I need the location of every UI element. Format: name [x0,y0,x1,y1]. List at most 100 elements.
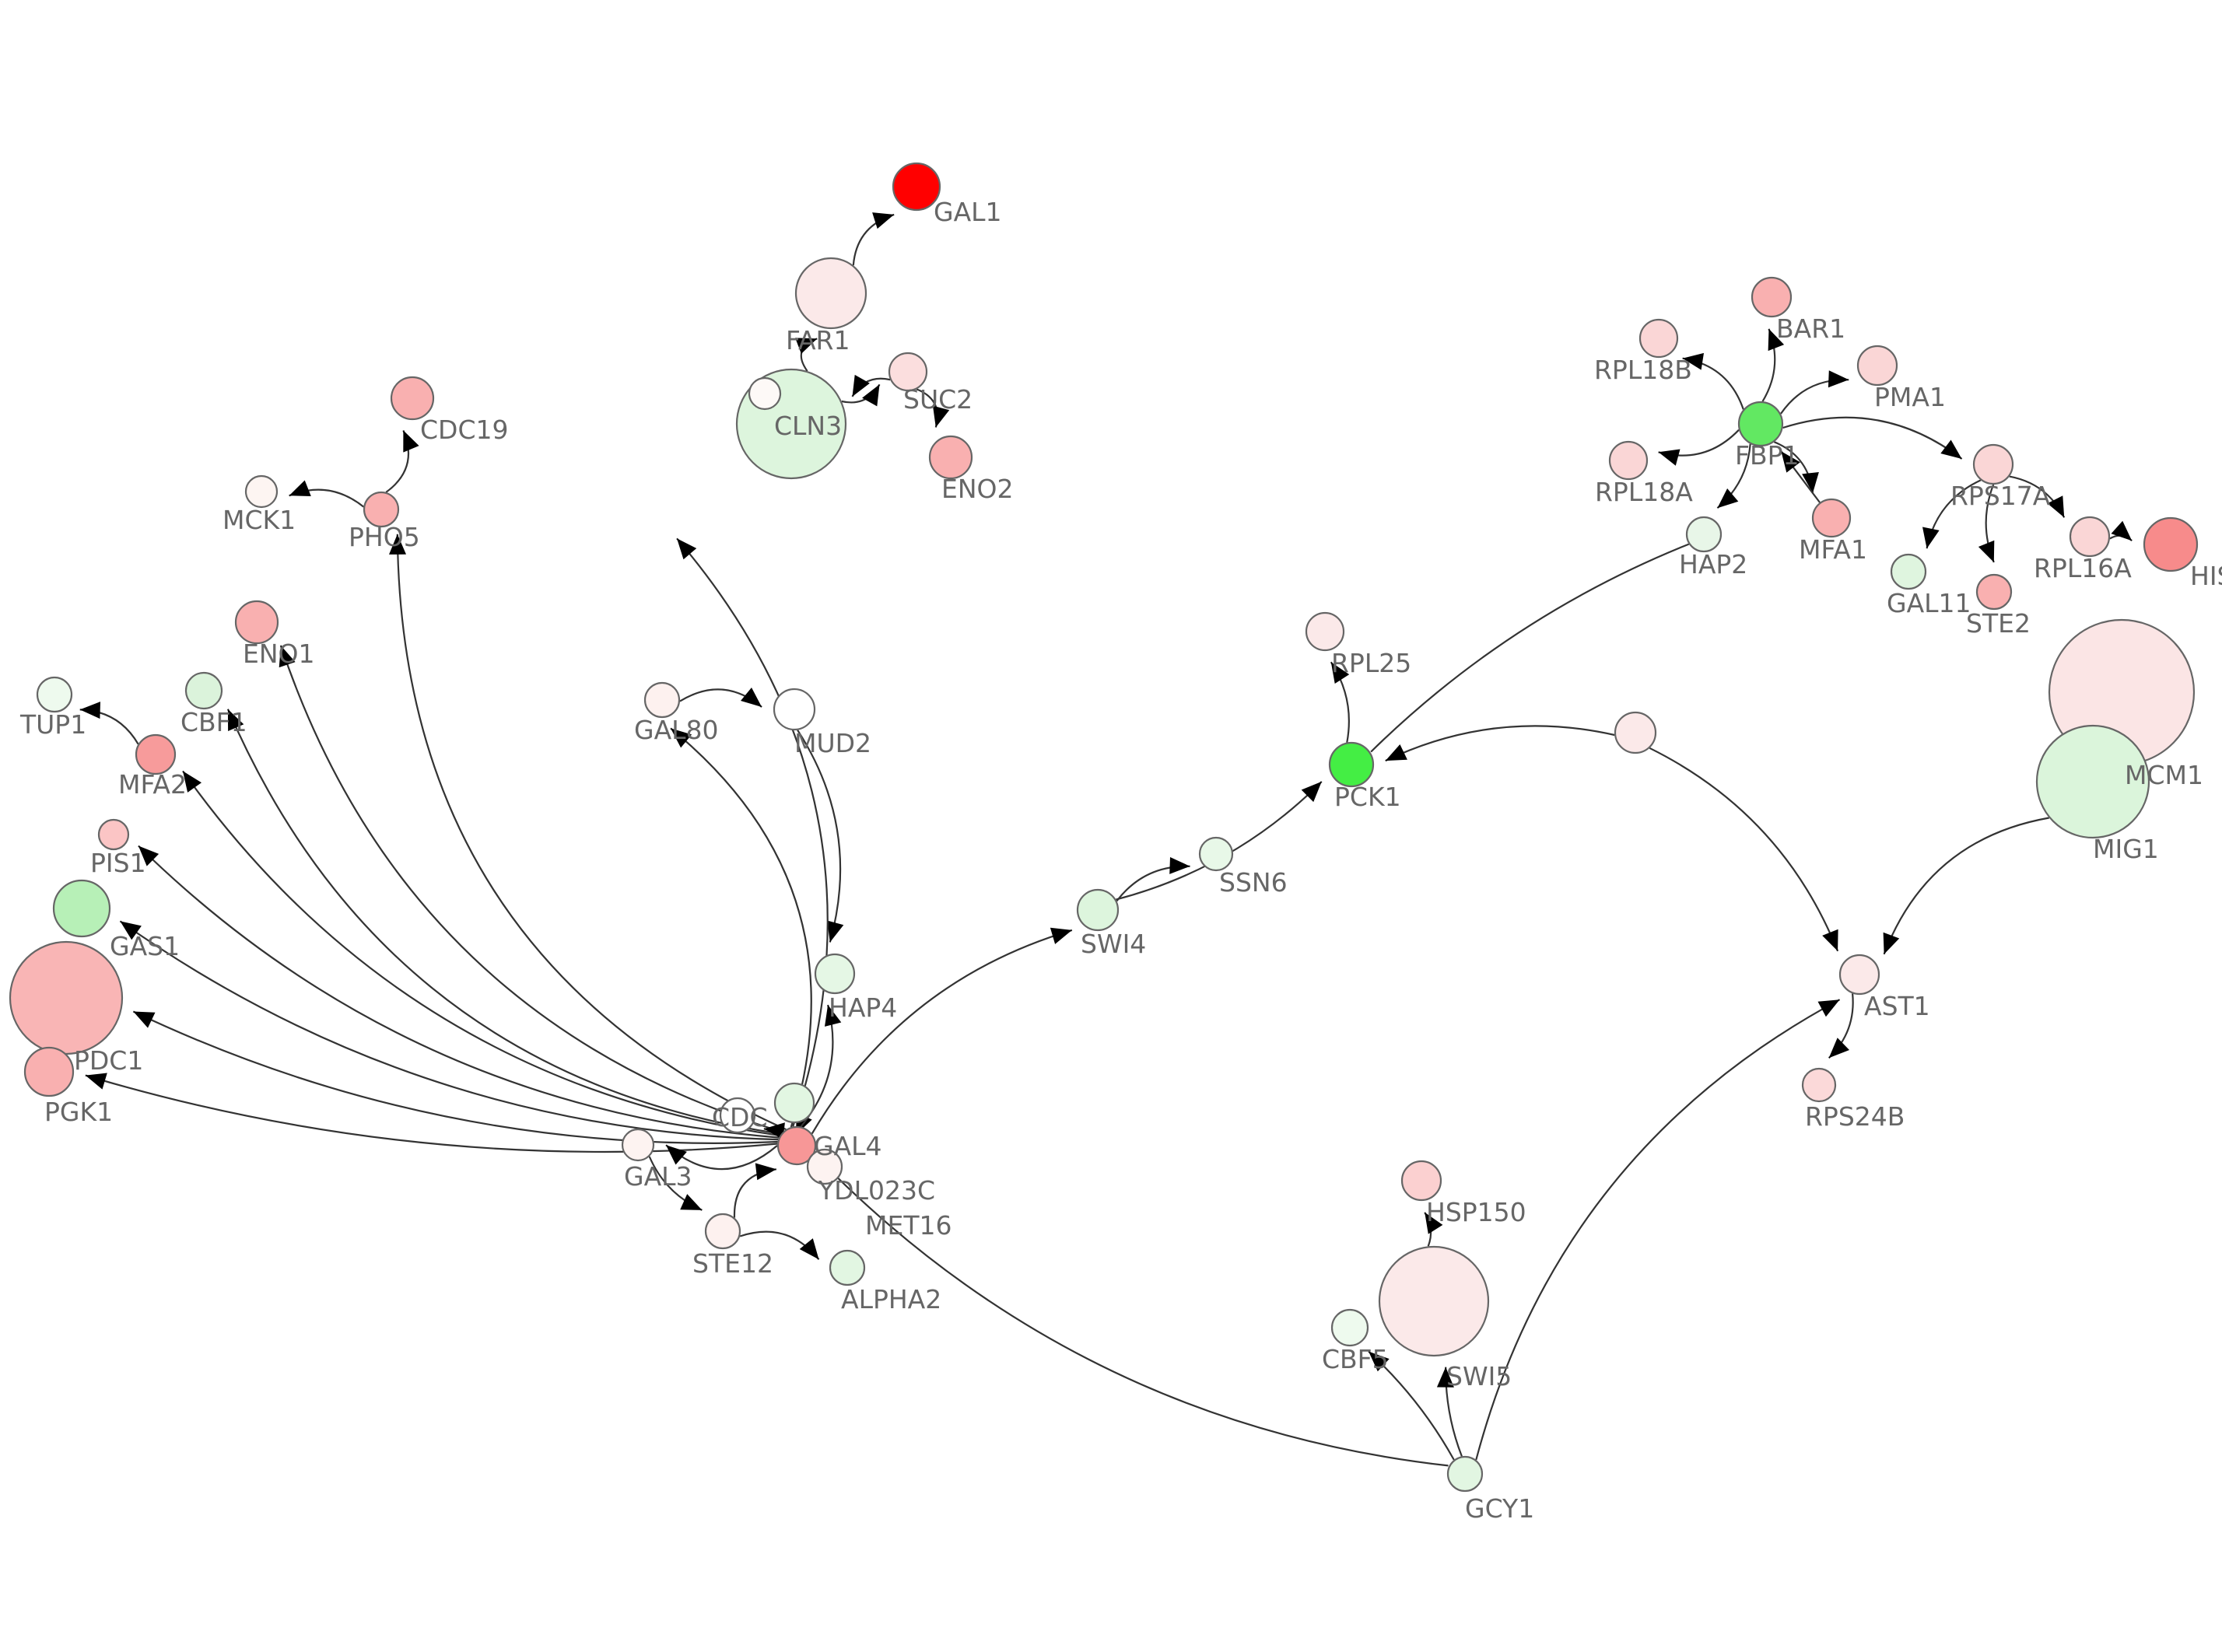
node-cdc[interactable] [719,1097,756,1134]
node-ste2[interactable] [1975,573,2013,611]
node-rpl16a[interactable] [2069,516,2111,558]
node-label-gcy1: GCY1 [1465,1493,1534,1524]
node-gal80[interactable] [643,681,681,719]
node-eno2[interactable] [928,435,973,480]
node-cbf5[interactable] [1330,1308,1369,1347]
node-label-hsp150: HSP150 [1426,1197,1526,1227]
node-label-pdc1: PDC1 [74,1045,143,1076]
arrowhead-fbp1-to-mfa1 [1802,472,1819,493]
node-gcy1[interactable] [1446,1455,1484,1493]
arrowhead-gcy1-to-ast1 [1817,999,1840,1017]
node-mfa1[interactable] [1811,498,1852,538]
node-label-ste2: STE2 [1966,608,2031,639]
node-label-far1: FAR1 [786,325,850,355]
node-label-mck1: MCK1 [223,505,296,535]
node-suc2[interactable] [888,352,928,392]
node-cbf1[interactable] [184,671,223,710]
edge-mig1-to-ast1 [1883,817,2049,955]
arrowhead-mig1-to-ast1 [1883,932,1900,954]
arrowhead-gal4-to-hap4 [825,1005,842,1027]
node-label-gal3: GAL3 [624,1161,692,1192]
node-ydl023c[interactable] [806,1148,843,1185]
node-gal1[interactable] [892,162,941,212]
node-swi5[interactable] [1378,1245,1490,1357]
node-alpha2[interactable] [829,1249,866,1286]
arrowhead-gal80-to-mud2 [741,688,762,707]
edge-mud2-to-hap4 [797,730,842,943]
node-gal4t[interactable] [773,1082,815,1124]
node-rpl18a[interactable] [1608,440,1649,481]
node-label-mfa2: MFA2 [118,769,187,800]
node-fbp1[interactable] [1737,401,1784,447]
node-rps17a[interactable] [1972,443,2014,485]
node-label-gal1: GAL1 [934,197,1002,227]
edge-gcy1-to-ast1 [1475,999,1841,1461]
node-label-ydl023c: YDL023C [818,1175,935,1206]
edge-layer [79,212,2133,1467]
node-pgk1[interactable] [23,1046,75,1097]
arrowhead-gal4-to-gal3 [666,1145,687,1165]
arrowhead-rps17a-to-gal11 [1922,527,1940,549]
node-gal3[interactable] [621,1128,655,1162]
arrowhead-gal4-to-pho5 [389,534,406,555]
node-hap4[interactable] [814,953,856,995]
node-far1[interactable] [794,257,867,330]
node-mig1[interactable] [2035,724,2150,839]
node-label-pma1: PMA1 [1874,382,1946,412]
node-mud2[interactable] [773,688,816,731]
edge-gal4-to-pdc1 [132,1010,778,1144]
node-cdc19[interactable] [390,376,435,421]
node-gal11[interactable] [1890,553,1927,590]
edge-gal4-to-pis1 [138,845,780,1139]
node-ast1n[interactable] [1614,711,1657,754]
edge-gal4-to-swi4 [811,929,1073,1135]
node-label-pck1: PCK1 [1334,782,1401,812]
node-pck1[interactable] [1328,741,1375,788]
node-label-ssn6: SSN6 [1219,867,1288,898]
node-bar1[interactable] [1751,276,1793,318]
node-tup1[interactable] [36,676,73,713]
node-label-rpl16a: RPL16A [2034,553,2132,583]
node-his4[interactable] [2143,516,2199,572]
arrowhead-fbp1-to-rpl18a [1658,449,1681,466]
arrowhead-gal3-to-ste12 [680,1194,703,1210]
node-rpl18b[interactable] [1638,318,1679,359]
node-label-eno2: ENO2 [941,474,1014,504]
node-cln3i[interactable] [748,376,782,411]
node-eno1[interactable] [234,600,279,645]
node-pdc1[interactable] [9,940,124,1055]
arrowhead-ast1n-to-ast1 [1822,929,1838,951]
node-pis1[interactable] [97,818,130,851]
node-swi4[interactable] [1076,888,1120,932]
node-gal4[interactable] [776,1125,817,1166]
node-hap2[interactable] [1685,516,1723,553]
node-ste12[interactable] [704,1213,741,1250]
node-label-gas1: GAS1 [110,931,180,961]
arrowhead-mfa2-to-tup1 [79,702,100,719]
edge-gal4-to-eno1 [279,645,783,1133]
node-mfa2[interactable] [135,733,177,775]
node-label-rps24b: RPS24B [1805,1101,1905,1132]
arrowhead-rpl16a-to-his4 [2111,520,2133,541]
node-ssn6[interactable] [1198,836,1234,872]
node-label-cln3: CLN3 [774,411,842,441]
arrowhead-gal4-to-cdc [763,1122,785,1140]
node-label-cbf5: CBF5 [1322,1344,1389,1374]
node-label-mig1: MIG1 [2093,834,2159,864]
node-label-mfa1: MFA1 [1799,534,1867,565]
node-hsp150[interactable] [1400,1160,1442,1202]
node-rps24b[interactable] [1801,1067,1837,1103]
arrowhead-fbp1-to-pma1 [1828,370,1849,388]
edge-gal4-to-mfa2 [182,770,780,1137]
node-gas1[interactable] [52,879,111,938]
node-label-swi5: SWI5 [1446,1361,1512,1391]
node-pma1[interactable] [1856,345,1898,387]
node-rpl25[interactable] [1305,611,1345,652]
arrowhead-gal4-to-gal10 [677,538,697,560]
node-mck1[interactable] [244,474,279,509]
node-ast1[interactable] [1838,954,1880,996]
node-label-met16: MET16 [865,1210,952,1241]
node-label-cdc: CDC [712,1102,768,1132]
node-pho5[interactable] [363,491,400,528]
arrowhead-gal4-to-mfa2 [183,771,202,793]
